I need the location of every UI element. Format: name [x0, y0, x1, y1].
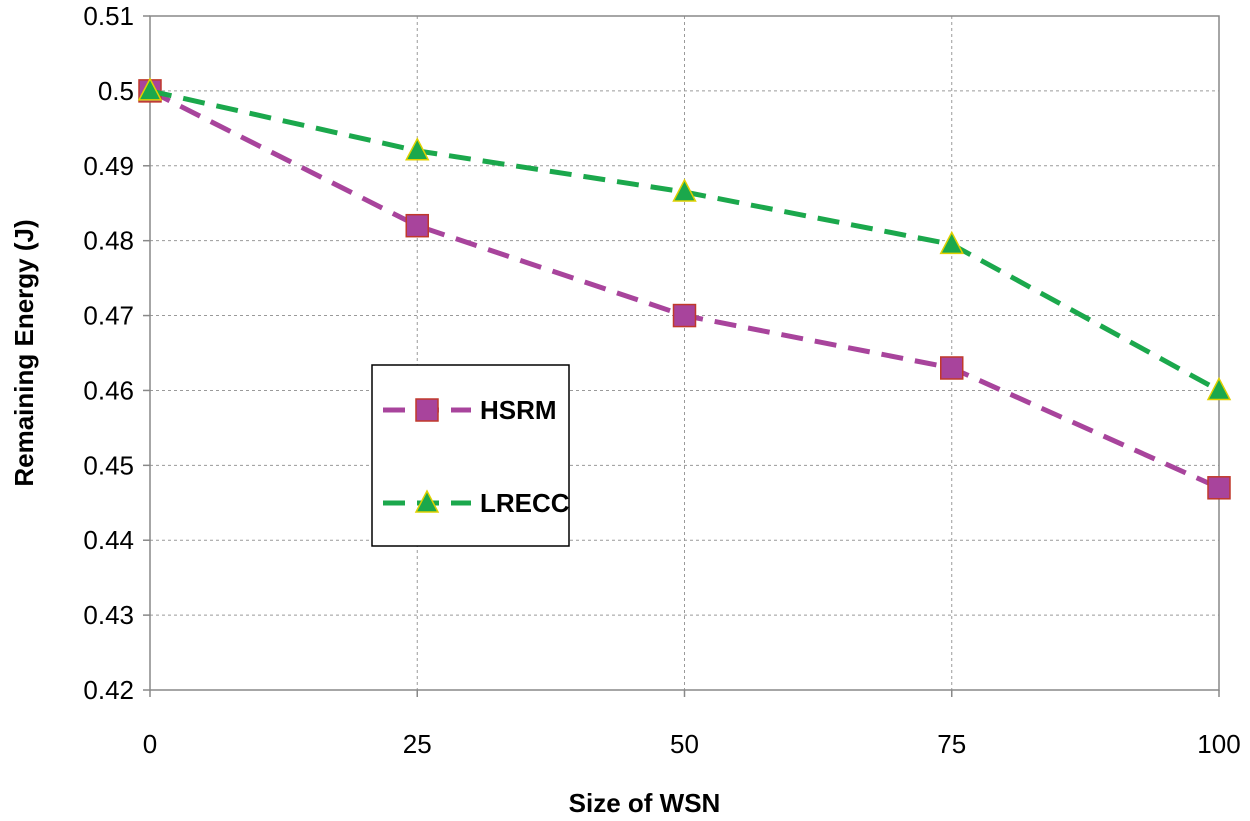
data-point-lrecc [1206, 376, 1232, 401]
series-layer [137, 77, 1232, 500]
data-point-lrecc [672, 178, 697, 202]
x-tick-label: 25 [403, 729, 432, 759]
data-point-hsrm [1207, 476, 1231, 500]
y-tick-label: 0.46 [83, 375, 134, 405]
legend-label: LRECC [480, 488, 570, 518]
x-tick-label: 100 [1197, 729, 1240, 759]
y-tick-label: 0.49 [83, 151, 134, 181]
data-point-lrecc [405, 137, 430, 161]
data-point-hsrm [940, 356, 964, 380]
y-tick-label: 0.5 [98, 76, 134, 106]
grid [149, 15, 1220, 691]
legend-item-hsrm: HSRM [383, 395, 557, 425]
legend-marker [415, 398, 439, 422]
legend-item-lrecc: LRECC [383, 488, 570, 518]
y-tick-label: 0.47 [83, 301, 134, 331]
y-tick-label: 0.42 [83, 675, 134, 705]
x-axis-title: Size of WSN [569, 788, 721, 818]
legend-marker [414, 489, 440, 513]
data-point-lrecc [137, 77, 163, 101]
y-tick-label: 0.44 [83, 525, 134, 555]
x-tick-label: 50 [670, 729, 699, 759]
y-tick-label: 0.48 [83, 226, 134, 256]
legend: HSRM LRECC [371, 364, 570, 547]
y-axis-ticks: 0.42 0.43 0.44 0.45 0.46 0.47 0.48 0.49 0.5 0.51 [83, 1, 150, 705]
y-tick-label: 0.51 [83, 1, 134, 31]
data-point-hsrm [405, 213, 429, 238]
y-tick-label: 0.43 [83, 600, 134, 630]
x-tick-label: 75 [937, 729, 966, 759]
y-axis-title: Remaining Energy (J) [9, 219, 39, 486]
series-lrecc [137, 77, 1232, 401]
legend-box [371, 364, 570, 547]
legend-label: HSRM [480, 395, 557, 425]
data-point-lrecc [939, 230, 964, 255]
y-tick-label: 0.45 [83, 450, 134, 480]
x-axis-ticks: 0 25 50 75 100 [143, 690, 1241, 759]
data-point-hsrm [672, 303, 697, 328]
x-tick-label: 0 [143, 729, 157, 759]
